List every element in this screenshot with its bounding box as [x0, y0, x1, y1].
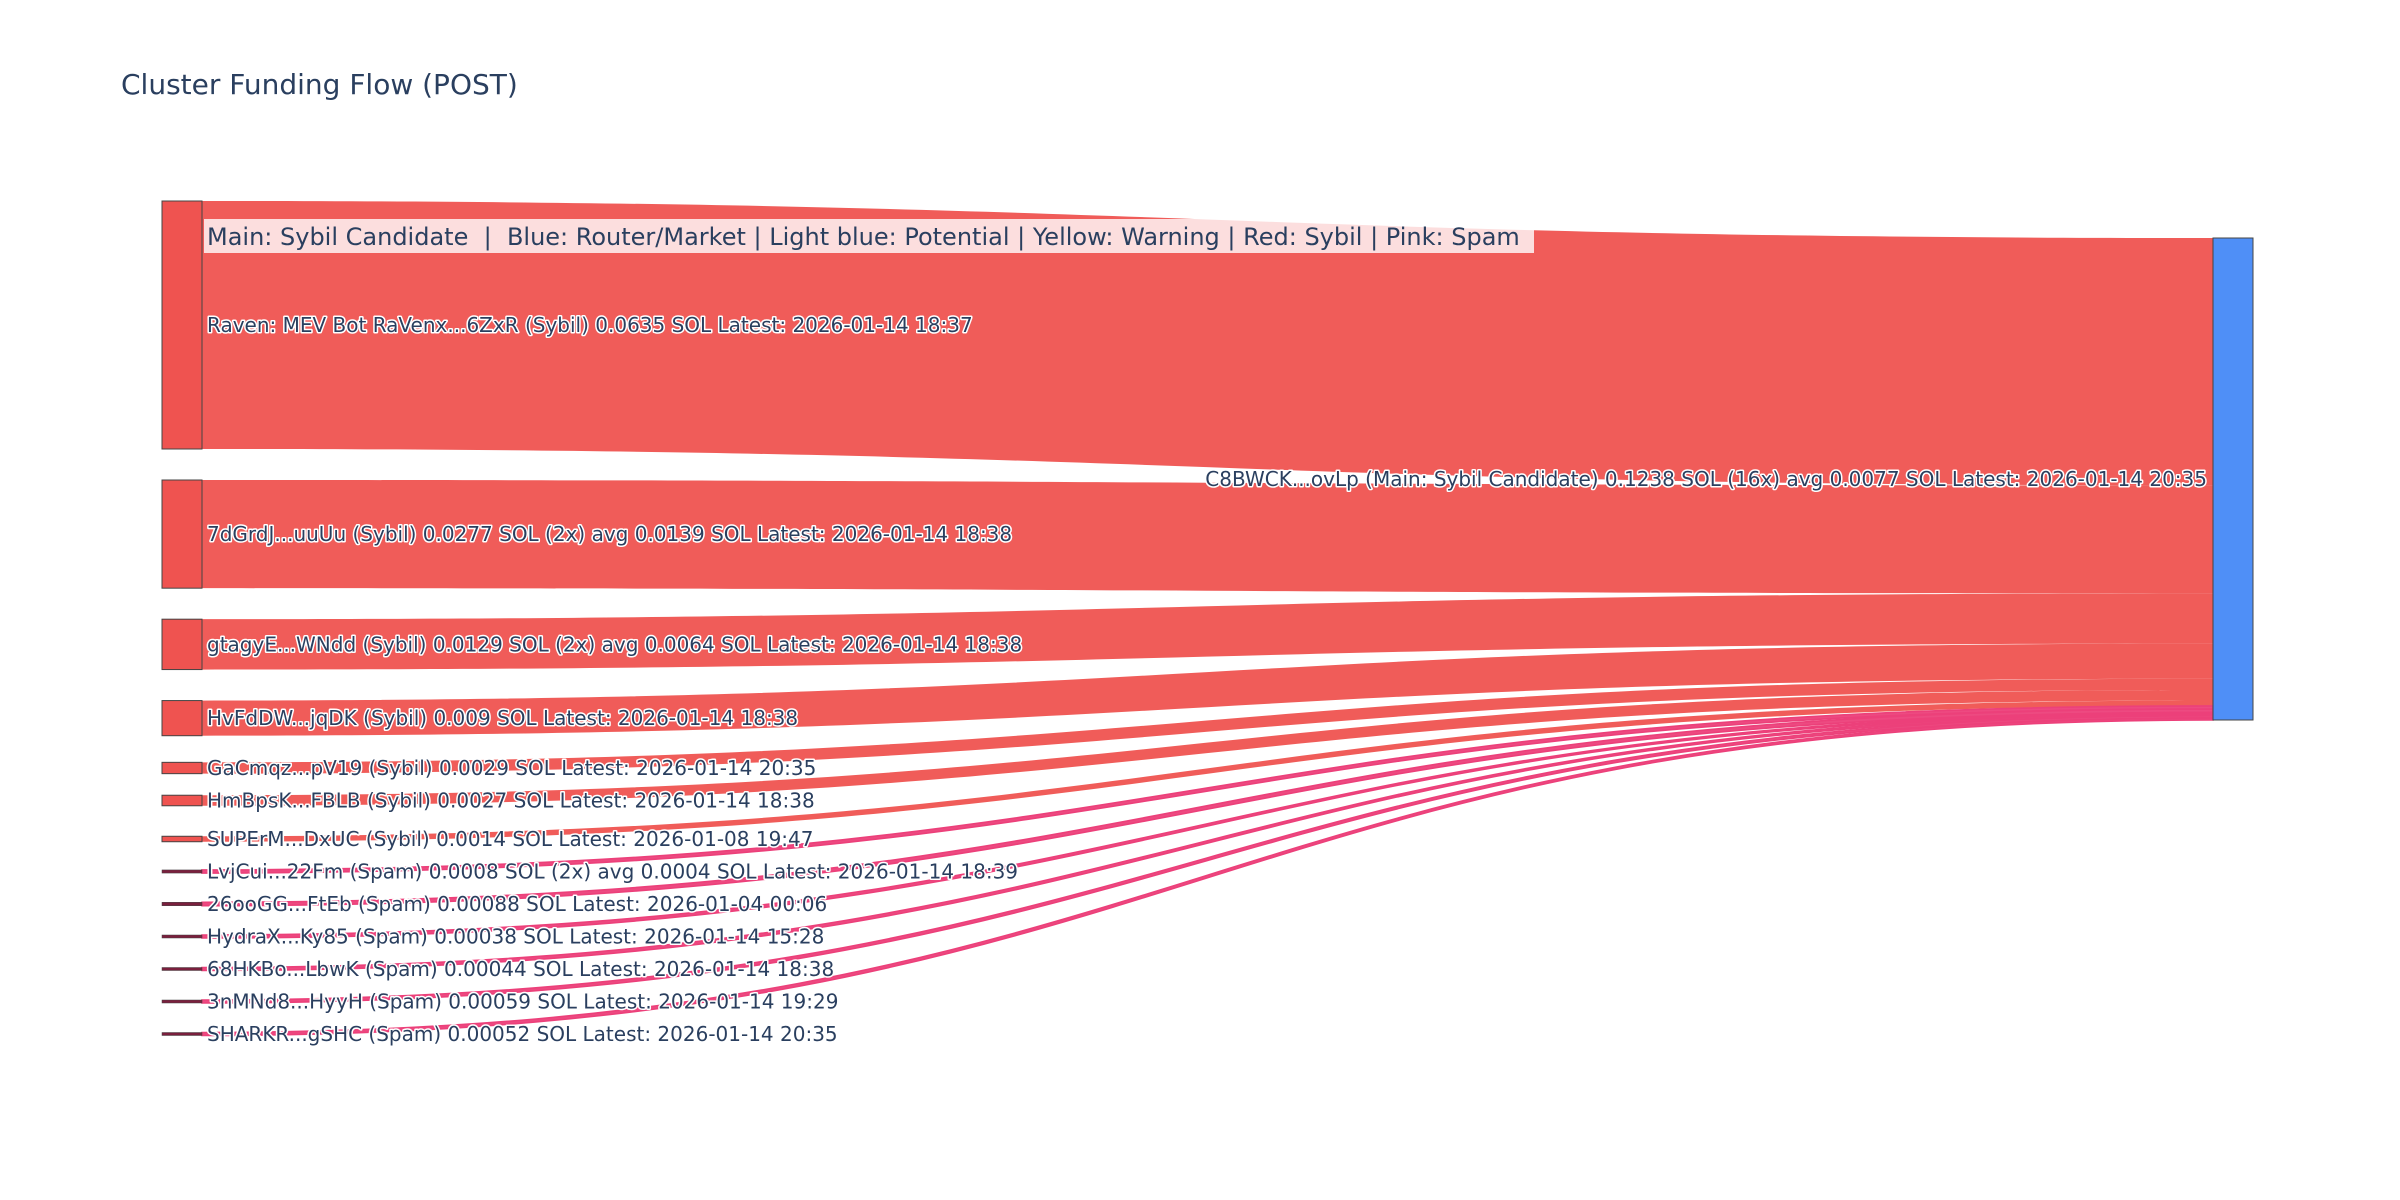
source-node-11[interactable]: [161, 967, 203, 971]
source-node-9[interactable]: [161, 902, 203, 906]
source-node-7[interactable]: [161, 835, 203, 843]
source-node-13[interactable]: [161, 1032, 203, 1036]
source-node-10[interactable]: [161, 934, 203, 939]
source-label-7: SUPErM...DxUC (Sybil) 0.0014 SOL Latest:…: [207, 827, 813, 851]
flow-link-7[interactable]: [202, 700, 2213, 842]
legend-background: [204, 219, 1534, 253]
source-node-1[interactable]: [161, 200, 203, 450]
legend-text: Main: Sybil Candidate | Blue: Router/Mar…: [207, 223, 1520, 251]
flow-link-4[interactable]: [202, 643, 2213, 736]
source-label-10: HydraX...Ky85 (Spam) 0.00038 SOL Latest:…: [207, 925, 824, 949]
source-label-13: SHARKR...gSHC (Spam) 0.00052 SOL Latest:…: [207, 1022, 838, 1046]
source-node-3[interactable]: [161, 618, 203, 671]
source-label-11: 68HKBo...LbwK (Spam) 0.00044 SOL Latest:…: [207, 957, 834, 981]
flow-link-3[interactable]: [202, 593, 2213, 670]
source-label-2: 7dGrdJ...uuUu (Sybil) 0.0277 SOL (2x) av…: [207, 522, 1012, 546]
source-label-1: Raven: MEV Bot RaVenx...6ZxR (Sybil) 0.0…: [207, 313, 973, 337]
source-label-6: HmBpsK...FBLB (Sybil) 0.0027 SOL Latest:…: [207, 789, 815, 813]
source-label-9: 26ooGG...FtEb (Spam) 0.00088 SOL Latest:…: [207, 892, 827, 916]
legend-annotation: Main: Sybil Candidate | Blue: Router/Mar…: [204, 219, 1534, 253]
flow-link-6[interactable]: [202, 689, 2213, 806]
source-node-8[interactable]: [161, 869, 203, 874]
source-label-8: LvjCui...22Fm (Spam) 0.0008 SOL (2x) avg…: [207, 860, 1018, 884]
chart-title: Cluster Funding Flow (POST): [121, 68, 518, 101]
source-label-3: gtagyE...WNdd (Sybil) 0.0129 SOL (2x) av…: [207, 632, 1022, 656]
source-node-6[interactable]: [161, 794, 203, 807]
source-label-5: GaCmqz...pV19 (Sybil) 0.0029 SOL Latest:…: [207, 756, 816, 780]
flow-link-1[interactable]: [202, 201, 2213, 486]
target-label: C8BWCK...ovLp (Main: Sybil Candidate) 0.…: [1205, 467, 2207, 491]
source-label-4: HvFdDW...jqDK (Sybil) 0.009 SOL Latest: …: [207, 706, 798, 730]
source-node-2[interactable]: [161, 479, 203, 589]
nodes-layer: [161, 200, 2254, 1036]
source-node-5[interactable]: [161, 761, 203, 775]
source-label-12: 3nMNd8...HyyH (Spam) 0.00059 SOL Latest:…: [207, 990, 838, 1014]
flow-link-5[interactable]: [202, 678, 2213, 774]
source-node-4[interactable]: [161, 700, 203, 737]
labels-layer: Raven: MEV Bot RaVenx...6ZxR (Sybil) 0.0…: [206, 312, 2209, 1048]
source-node-12[interactable]: [161, 999, 203, 1004]
links-layer: [201, 201, 2214, 1037]
target-node[interactable]: [2212, 237, 2254, 721]
flow-link-2[interactable]: [202, 480, 2213, 594]
